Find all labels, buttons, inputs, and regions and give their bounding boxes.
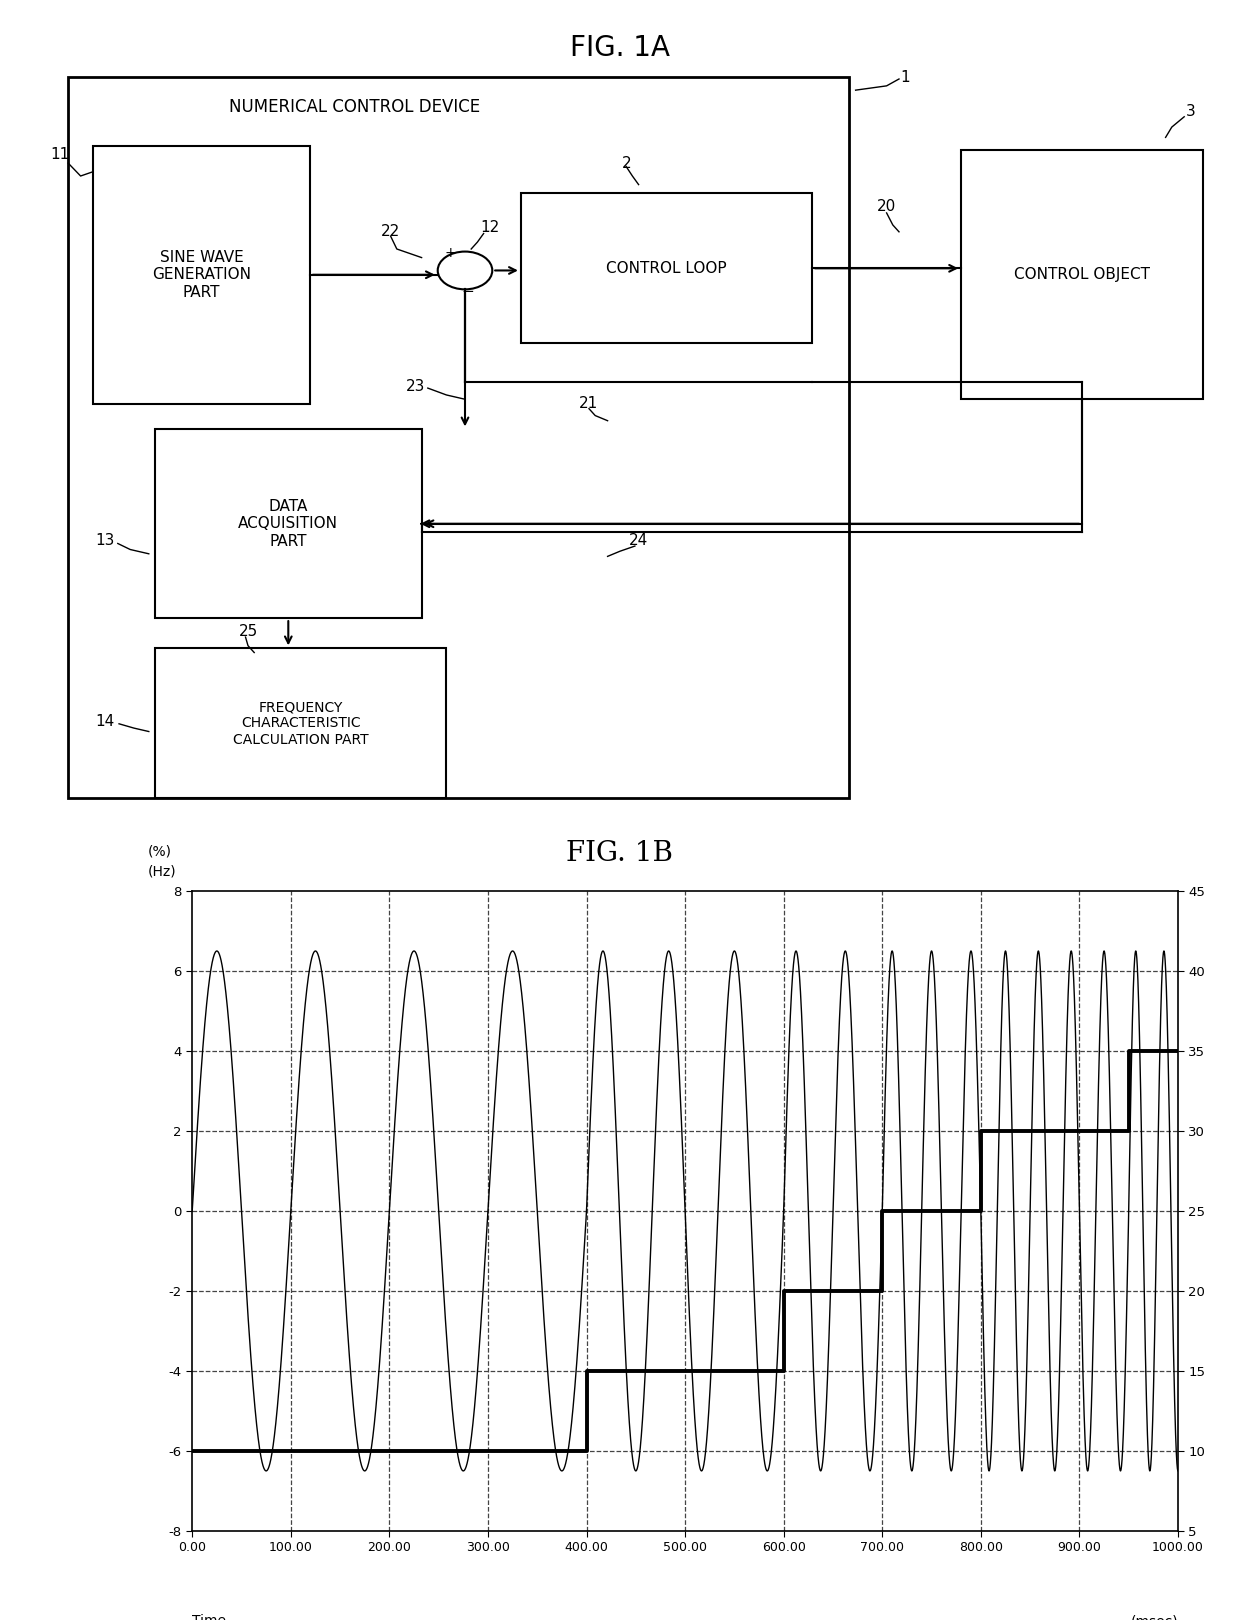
- Text: 22: 22: [381, 224, 401, 240]
- Text: DATA
ACQUISITION
PART: DATA ACQUISITION PART: [238, 499, 339, 549]
- Bar: [521, 193, 812, 343]
- Text: 20: 20: [877, 199, 897, 214]
- Text: 13: 13: [95, 533, 115, 549]
- Text: 1: 1: [900, 70, 910, 84]
- Text: (%)
(Hz): (%) (Hz): [148, 844, 176, 878]
- Text: FREQUENCY
CHARACTERISTIC
CALCULATION PART: FREQUENCY CHARACTERISTIC CALCULATION PAR…: [233, 700, 368, 747]
- Text: 23: 23: [405, 379, 425, 394]
- Text: FIG. 1A: FIG. 1A: [570, 34, 670, 62]
- Bar: [68, 78, 849, 799]
- Text: 21: 21: [579, 395, 599, 411]
- Text: FIG. 1B: FIG. 1B: [567, 839, 673, 867]
- Bar: [155, 429, 422, 619]
- Bar: [961, 151, 1203, 399]
- Text: +: +: [444, 246, 456, 261]
- Text: Time: Time: [192, 1614, 226, 1620]
- Text: 11: 11: [50, 147, 69, 162]
- Text: NUMERICAL CONTROL DEVICE: NUMERICAL CONTROL DEVICE: [229, 99, 481, 117]
- Text: 24: 24: [629, 533, 649, 549]
- Bar: [93, 146, 310, 403]
- Text: −: −: [461, 285, 474, 300]
- Text: 3: 3: [1185, 104, 1195, 120]
- Text: 25: 25: [238, 624, 258, 638]
- Text: 14: 14: [95, 714, 115, 729]
- Text: 12: 12: [480, 220, 500, 235]
- Text: 2: 2: [621, 156, 631, 170]
- Text: SINE WAVE
GENERATION
PART: SINE WAVE GENERATION PART: [153, 249, 250, 300]
- Bar: [155, 648, 446, 799]
- Text: CONTROL OBJECT: CONTROL OBJECT: [1014, 267, 1149, 282]
- Text: CONTROL LOOP: CONTROL LOOP: [606, 261, 727, 275]
- Text: (msec): (msec): [1131, 1614, 1178, 1620]
